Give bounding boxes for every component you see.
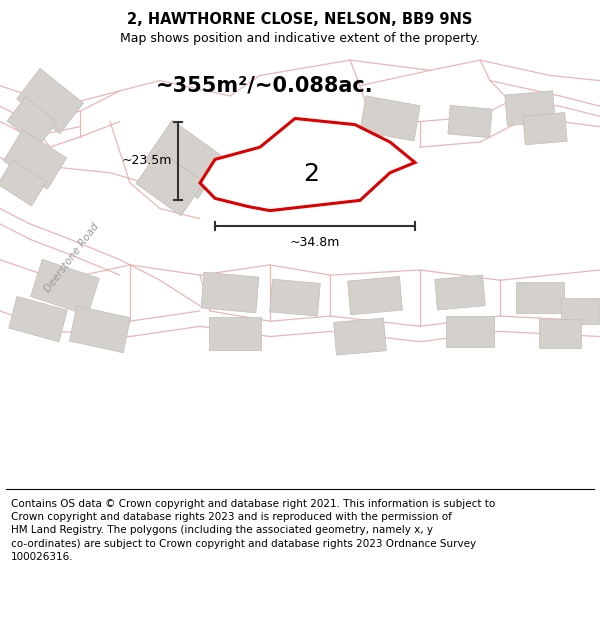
Polygon shape <box>523 112 567 145</box>
Polygon shape <box>0 160 46 206</box>
Polygon shape <box>446 316 494 347</box>
Polygon shape <box>334 318 386 355</box>
Text: Deerstone Road: Deerstone Road <box>43 221 101 294</box>
Polygon shape <box>7 97 57 146</box>
Text: 2, HAWTHORNE CLOSE, NELSON, BB9 9NS: 2, HAWTHORNE CLOSE, NELSON, BB9 9NS <box>127 12 473 27</box>
Polygon shape <box>539 319 581 348</box>
Polygon shape <box>360 96 420 141</box>
Polygon shape <box>561 298 599 324</box>
Text: ~355m²/~0.088ac.: ~355m²/~0.088ac. <box>156 76 374 96</box>
Polygon shape <box>435 275 485 310</box>
Text: ~23.5m: ~23.5m <box>122 154 172 168</box>
Polygon shape <box>145 120 226 199</box>
Polygon shape <box>201 272 259 313</box>
Polygon shape <box>136 150 204 216</box>
Polygon shape <box>200 119 415 211</box>
Polygon shape <box>4 130 67 189</box>
Polygon shape <box>516 282 564 313</box>
Polygon shape <box>505 91 555 126</box>
Polygon shape <box>17 68 83 134</box>
Polygon shape <box>209 317 261 351</box>
Polygon shape <box>269 279 320 316</box>
Polygon shape <box>31 259 100 316</box>
Text: Map shows position and indicative extent of the property.: Map shows position and indicative extent… <box>120 32 480 45</box>
Text: 2: 2 <box>303 162 319 186</box>
Polygon shape <box>70 306 131 352</box>
Polygon shape <box>9 296 67 342</box>
Text: ~34.8m: ~34.8m <box>290 236 340 249</box>
Polygon shape <box>448 106 492 138</box>
Text: Contains OS data © Crown copyright and database right 2021. This information is : Contains OS data © Crown copyright and d… <box>11 499 495 562</box>
Polygon shape <box>347 276 403 315</box>
